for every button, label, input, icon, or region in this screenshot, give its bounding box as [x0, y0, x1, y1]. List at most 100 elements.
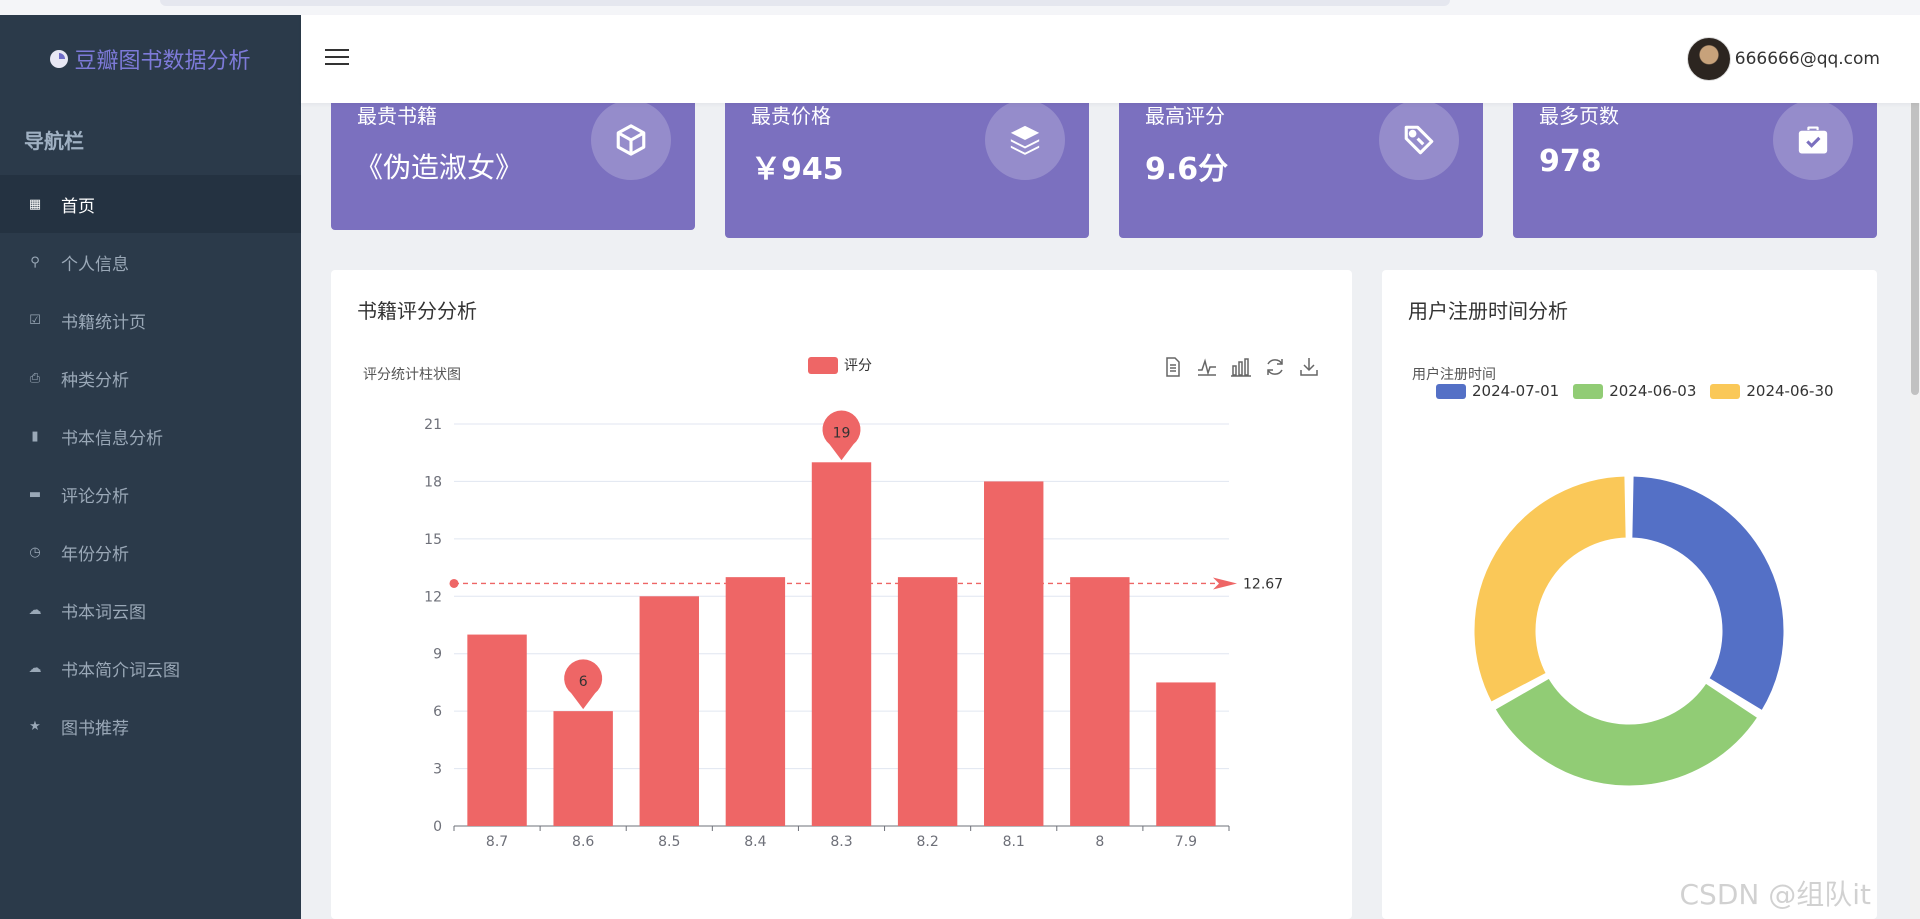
x-tick-label: 8.4 [744, 834, 766, 850]
legend-label: 评分 [844, 358, 872, 374]
sidebar-item-label: 书本信息分析 [61, 428, 163, 449]
stat-value: 《伪造淑女》 [355, 151, 524, 184]
avatar[interactable] [1686, 37, 1731, 81]
x-tick-label: 8.3 [830, 834, 852, 850]
sidebar-item-6[interactable]: ◷ 年份分析 [0, 523, 301, 581]
stat-value: 978 [1539, 144, 1602, 179]
mark-line-arrow [1213, 577, 1237, 590]
y-tick-label: 15 [424, 532, 442, 548]
sidebar-item-label: 个人信息 [61, 254, 129, 275]
y-tick-label: 6 [433, 704, 442, 720]
x-tick-label: 8.6 [572, 834, 594, 850]
bar [984, 481, 1044, 826]
register-time-panel: 用户注册时间分析 用户注册时间 2024-07-01 2024-06-03 2024… [1382, 270, 1877, 919]
x-tick-label: 8.2 [916, 834, 938, 850]
x-tick-label: 7.9 [1175, 834, 1197, 850]
sidebar-item-9[interactable]: ★ 图书推荐 [0, 697, 301, 755]
legend-swatch [1710, 383, 1741, 399]
sidebar-item-7[interactable]: ☁ 书本词云图 [0, 581, 301, 639]
x-tick-label: 8 [1095, 834, 1104, 850]
sidebar-item-label: 书本简介词云图 [61, 660, 180, 681]
brand[interactable]: 豆瓣图书数据分析 [0, 15, 301, 103]
tag-icon [1379, 100, 1459, 180]
sidebar-item-5[interactable]: ▬ 评论分析 [0, 465, 301, 523]
y-tick-label: 21 [424, 417, 442, 433]
sidebar: 豆瓣图书数据分析 导航栏 ▦ 首页 ⚲ 个人信息 ☑ 书籍统计页 ⎙ 种类分析 ▮ 书本信息分析 ▬… [0, 15, 301, 919]
stat-card-highest-price: 最贵价格 ￥945 [725, 88, 1089, 238]
y-tick-label: 18 [424, 474, 442, 490]
sidebar-item-3[interactable]: ⎙ 种类分析 [0, 349, 301, 407]
legend-item[interactable]: 2024-06-30 [1710, 382, 1834, 400]
layers-icon [985, 100, 1065, 180]
mark-point-label: 6 [579, 674, 588, 690]
rating-bar-chart: 0 3 6 9 12 15 18 21 8.7 8.6 8.5 8.4 8.3 8.2 8.1 8 7.9 12.… [424, 410, 1283, 850]
stat-label: 最贵价格 [751, 104, 831, 128]
rating-analysis-panel: 书籍评分分析 评分统计柱状图 评分 0 3 6 9 12 15 18 21 8.7 8.6 8.5 8… [331, 270, 1352, 919]
sidebar-item-8[interactable]: ☁ 书本简介词云图 [0, 639, 301, 697]
pie-slice [1471, 473, 1629, 705]
mark-point-pin [564, 659, 603, 710]
sidebar-item-label: 首页 [61, 196, 95, 217]
sidebar-item-label: 种类分析 [61, 370, 129, 391]
sidebar-item-1[interactable]: ⚲ 个人信息 [0, 233, 301, 291]
cloud-download-icon: ☁ [28, 660, 42, 676]
legend-swatch [808, 356, 838, 374]
mark-line-start-dot [449, 578, 459, 588]
brand-title: 豆瓣图书数据分析 [74, 49, 251, 74]
history-icon: ◷ [29, 544, 41, 560]
scrollbar-thumb[interactable] [1911, 75, 1919, 395]
briefcase-icon [1773, 100, 1853, 180]
data-view-icon[interactable] [1162, 356, 1184, 378]
sidebar-item-2[interactable]: ☑ 书籍统计页 [0, 291, 301, 349]
x-tick-label: 8.1 [1003, 834, 1025, 850]
page-scrollbar[interactable] [1910, 15, 1920, 919]
top-header: 666666@qq.com [301, 15, 1920, 103]
address-bar[interactable] [160, 0, 1450, 6]
chart-legend[interactable]: 评分 [808, 355, 872, 375]
x-tick-label: 8.7 [486, 834, 508, 850]
stat-value: ￥945 [751, 152, 844, 187]
pie-slice [1492, 675, 1761, 789]
line-chart-icon[interactable] [1196, 356, 1218, 378]
pie-legend: 2024-07-01 2024-06-03 2024-06-30 [1436, 382, 1834, 400]
stat-label: 最贵书籍 [357, 104, 437, 128]
sidebar-item-label: 书本词云图 [61, 602, 146, 623]
sidebar-item-0[interactable]: ▦ 首页 [0, 175, 301, 233]
stat-label: 最多页数 [1539, 104, 1619, 128]
y-tick-label: 0 [433, 819, 442, 835]
sidebar-item-label: 评论分析 [61, 486, 129, 507]
sidebar-item-4[interactable]: ▮ 书本信息分析 [0, 407, 301, 465]
legend-swatch [1436, 383, 1466, 399]
legend-item[interactable]: 2024-07-01 [1436, 382, 1559, 400]
download-icon[interactable] [1298, 356, 1320, 378]
restore-icon[interactable] [1264, 356, 1286, 378]
sidebar-item-label: 书籍统计页 [61, 312, 146, 333]
stat-label: 最高评分 [1145, 104, 1225, 128]
stat-card-highest-rating: 最高评分 9.6分 [1119, 88, 1483, 238]
bar-chart-icon[interactable] [1230, 356, 1252, 378]
panel-title: 书籍评分分析 [357, 299, 477, 323]
chart-title: 用户注册时间 [1412, 367, 1496, 383]
watermark: CSDN @组队it [1679, 878, 1872, 911]
bar [725, 577, 786, 826]
stat-card-expensive-book: 最贵书籍 《伪造淑女》 [331, 88, 695, 230]
user-menu[interactable]: 666666@qq.com [1686, 37, 1880, 81]
y-tick-label: 3 [433, 762, 442, 778]
cloud-icon: ☁ [28, 602, 42, 618]
comment-icon: ▬ [28, 486, 42, 502]
nav-list: ▦ 首页 ⚲ 个人信息 ☑ 书籍统计页 ⎙ 种类分析 ▮ 书本信息分析 ▬ 评论分析 ◷ 年份分析 ☁ 书本词… [0, 175, 301, 755]
legend-label: 2024-07-01 [1472, 382, 1560, 400]
browser-strip [0, 0, 1920, 15]
legend-item[interactable]: 2024-06-03 [1573, 382, 1696, 400]
dashboard-icon: ▦ [28, 196, 42, 212]
nav-section-title: 导航栏 [24, 128, 84, 153]
mark-point-label: 19 [833, 425, 851, 441]
legend-swatch [1573, 383, 1604, 399]
register-donut-chart [1471, 473, 1787, 789]
bar [553, 711, 613, 826]
legend-label: 2024-06-03 [1609, 382, 1697, 400]
person-icon: ⚲ [30, 254, 40, 270]
x-tick-label: 8.5 [658, 834, 680, 850]
cube-icon [591, 100, 671, 180]
menu-toggle-icon[interactable] [325, 49, 349, 67]
